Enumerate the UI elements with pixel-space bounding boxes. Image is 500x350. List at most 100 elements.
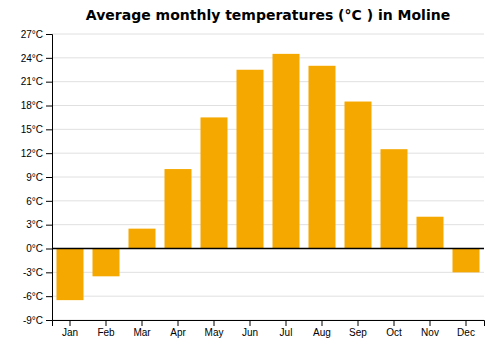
- y-tick: 0°C: [26, 243, 52, 254]
- grid-line: [52, 57, 484, 58]
- tick-mark: [430, 320, 431, 326]
- tick-mark: [46, 153, 52, 154]
- tick-label: 3°C: [26, 219, 43, 230]
- tick-label: 0°C: [26, 243, 43, 254]
- tick-mark: [250, 320, 251, 326]
- tick-label: Oct: [386, 327, 402, 338]
- x-tick: Jun: [242, 320, 258, 338]
- tick-mark: [46, 272, 52, 273]
- tick-label: 18°C: [21, 100, 43, 111]
- tick-mark: [46, 249, 52, 250]
- tick-label: -6°C: [23, 291, 43, 302]
- grid-line: [52, 105, 484, 106]
- axis-line: [46, 35, 53, 321]
- x-tick: Mar: [133, 320, 151, 338]
- tick-label: Feb: [97, 327, 115, 338]
- bar: [93, 249, 120, 277]
- grid-line: [52, 129, 484, 130]
- bar: [129, 229, 156, 249]
- x-tick: Nov: [421, 320, 439, 338]
- tick-mark: [46, 225, 52, 226]
- tick-mark: [178, 320, 179, 326]
- y-tick: 21°C: [21, 76, 52, 87]
- tick-mark: [286, 320, 287, 326]
- tick-mark: [46, 82, 52, 83]
- tick-mark: [46, 106, 52, 107]
- x-tick: Dec: [457, 320, 475, 338]
- y-tick: 18°C: [21, 100, 52, 111]
- tick-mark: [142, 320, 143, 326]
- grid-line: [52, 296, 484, 297]
- y-tick: 6°C: [26, 196, 52, 207]
- grid-line: [52, 153, 484, 154]
- tick-mark: [46, 296, 52, 297]
- y-tick: -6°C: [23, 291, 52, 302]
- tick-mark: [46, 58, 52, 59]
- y-tick: -9°C: [23, 315, 52, 326]
- x-tick: Feb: [97, 320, 115, 338]
- zero-line: [52, 248, 484, 250]
- tick-label: 15°C: [21, 124, 43, 135]
- tick-label: Jun: [242, 327, 258, 338]
- tick-label: Sep: [349, 327, 367, 338]
- tick-mark: [46, 320, 52, 321]
- y-tick: 27°C: [21, 29, 52, 40]
- bar: [345, 102, 372, 249]
- tick-mark: [70, 320, 71, 326]
- x-tick: Jan: [62, 320, 78, 338]
- tick-label: 6°C: [26, 196, 43, 207]
- bar: [57, 249, 84, 301]
- grid-line: [52, 177, 484, 178]
- bar: [309, 66, 336, 249]
- x-tick: Sep: [349, 320, 367, 338]
- x-axis: Jan Feb Mar Apr May Jun Jul Aug Sep Oct Nov Dec: [53, 320, 485, 338]
- tick-mark: [322, 320, 323, 326]
- x-tick: Jul: [280, 320, 293, 338]
- tick-label: 21°C: [21, 76, 43, 87]
- bar: [417, 217, 444, 249]
- tick-label: May: [205, 327, 224, 338]
- tick-mark: [214, 320, 215, 326]
- tick-label: 24°C: [21, 53, 43, 64]
- grid-line: [52, 248, 484, 249]
- title: Average monthly temperatures (°C ) in Mo…: [86, 7, 450, 23]
- bar: [453, 249, 480, 273]
- bar: [165, 169, 192, 248]
- tick-label: Nov: [421, 327, 439, 338]
- tick-mark: [46, 201, 52, 202]
- bar: [237, 70, 264, 249]
- x-tick: Aug: [313, 320, 331, 338]
- chart: -9°C -6°C -3°C 0°C 3°C 6°C 9°C 12°C 15°C 18°C 21°C…: [0, 0, 500, 350]
- y-tick: -3°C: [23, 267, 52, 278]
- tick-mark: [466, 320, 467, 326]
- grid-line: [52, 200, 484, 201]
- tick-label: Apr: [170, 327, 186, 338]
- y-axis: -9°C -6°C -3°C 0°C 3°C 6°C 9°C 12°C 15°C 18°C 21°C…: [21, 29, 53, 326]
- bar: [201, 117, 228, 248]
- tick-label: 12°C: [21, 148, 43, 159]
- x-tick: Oct: [386, 320, 402, 338]
- y-tick: 24°C: [21, 53, 52, 64]
- bars: [57, 54, 480, 300]
- grid-line: [52, 34, 484, 35]
- tick-label: 27°C: [21, 29, 43, 40]
- y-tick: 12°C: [21, 148, 52, 159]
- tick-mark: [106, 320, 107, 326]
- tick-mark: [46, 177, 52, 178]
- axis-line: [53, 321, 485, 327]
- tick-label: -3°C: [23, 267, 43, 278]
- tick-label: Jul: [280, 327, 293, 338]
- tick-label: Dec: [457, 327, 475, 338]
- tick-label: Jan: [62, 327, 78, 338]
- grid: [52, 34, 484, 320]
- tick-label: Mar: [133, 327, 151, 338]
- x-tick: May: [205, 320, 224, 338]
- y-tick: 3°C: [26, 219, 52, 230]
- tick-mark: [394, 320, 395, 326]
- tick-label: 9°C: [26, 172, 43, 183]
- tick-mark: [46, 129, 52, 130]
- tick-label: -9°C: [23, 315, 43, 326]
- plot: -9°C -6°C -3°C 0°C 3°C 6°C 9°C 12°C 15°C 18°C 21°C…: [21, 29, 485, 338]
- y-tick: 15°C: [21, 124, 52, 135]
- bar: [381, 149, 408, 248]
